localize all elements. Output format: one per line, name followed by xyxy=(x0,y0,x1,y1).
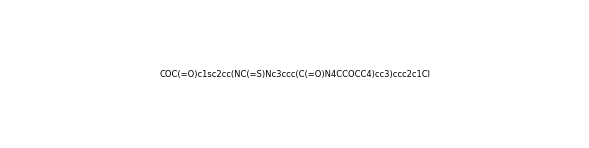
Text: COC(=O)c1sc2cc(NC(=S)Nc3ccc(C(=O)N4CCOCC4)cc3)ccc2c1Cl: COC(=O)c1sc2cc(NC(=S)Nc3ccc(C(=O)N4CCOCC… xyxy=(159,70,430,78)
